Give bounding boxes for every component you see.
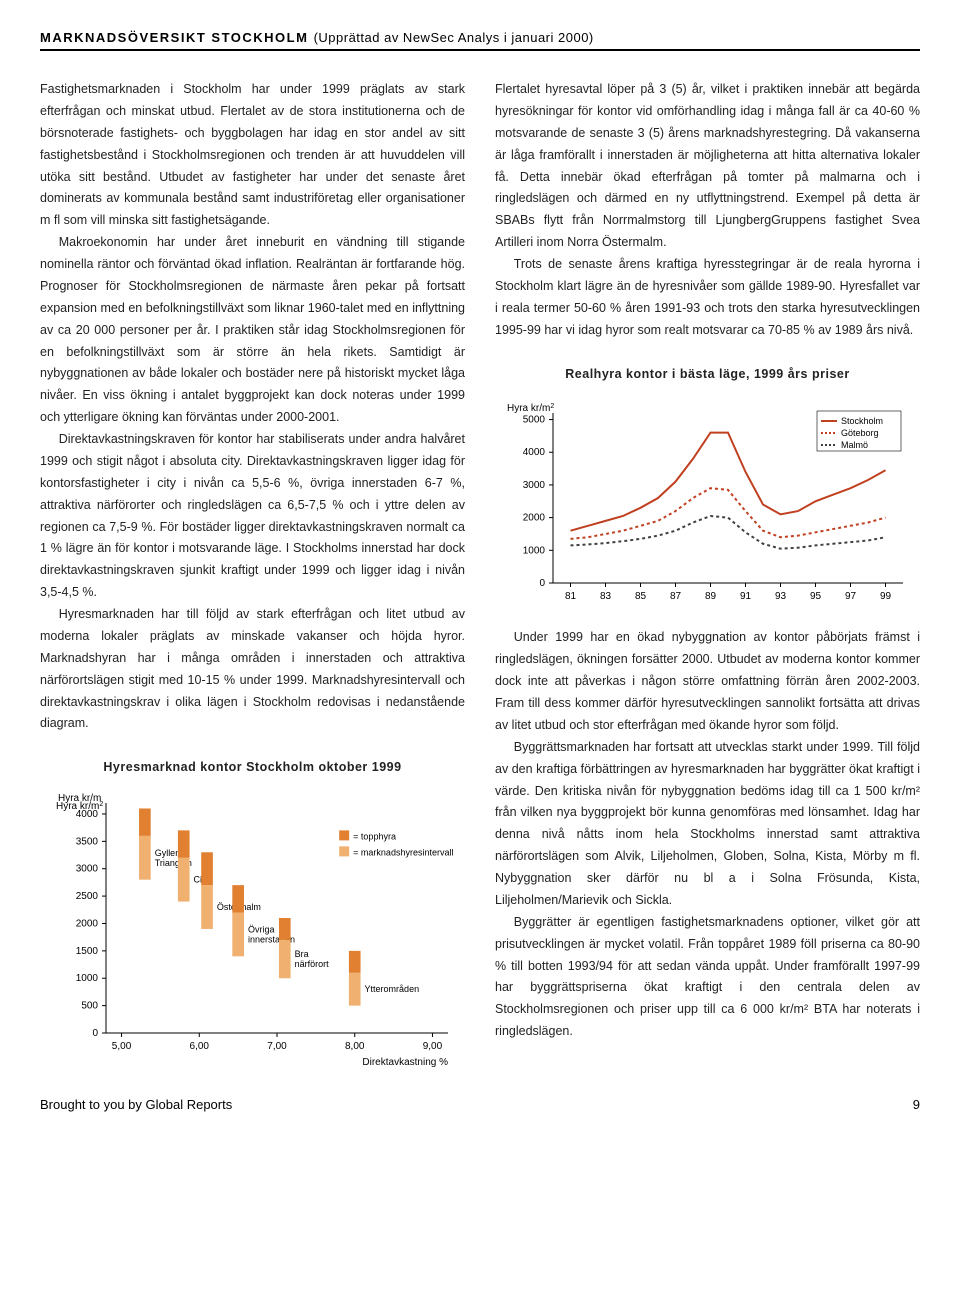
svg-text:9,00: 9,00 [422, 1041, 442, 1052]
svg-text:Stockholm: Stockholm [841, 416, 883, 426]
chart2-svg: Hyra kr/m2 0 1000 2000 3000 4000 5000 81 83 85 87 8… [503, 399, 913, 609]
svg-text:91: 91 [739, 591, 751, 602]
svg-text:= topphyra: = topphyra [353, 832, 396, 842]
svg-text:7,00: 7,00 [267, 1041, 287, 1052]
svg-text:Hyra kr/m2: Hyra kr/m2 [56, 801, 103, 813]
svg-text:1000: 1000 [75, 973, 98, 984]
svg-text:Bra: Bra [294, 949, 308, 959]
svg-text:87: 87 [669, 591, 681, 602]
header-subtitle: (Upprättad av NewSec Analys i januari 20… [314, 30, 594, 45]
svg-text:= marknadshyresintervall: = marknadshyresintervall [353, 848, 453, 858]
right-para-top-0: Flertalet hyresavtal löper på 3 (5) år, … [495, 79, 920, 254]
svg-text:85: 85 [634, 591, 646, 602]
left-para-2: Direktavkastningskraven för kontor har s… [40, 429, 465, 604]
chart2-title: Realhyra kontor i bästa läge, 1999 års p… [495, 364, 920, 386]
svg-text:4000: 4000 [522, 448, 545, 459]
footer: Brought to you by Global Reports 9 [40, 1097, 920, 1112]
chart1-title: Hyresmarknad kontor Stockholm oktober 19… [40, 757, 465, 779]
svg-text:500: 500 [81, 1001, 98, 1012]
svg-text:Ytterområden: Ytterområden [364, 984, 419, 994]
right-column: Flertalet hyresavtal löper på 3 (5) år, … [495, 79, 920, 1073]
main-columns: Fastighetsmarknaden i Stockholm har unde… [40, 79, 920, 1073]
svg-text:Övriga: Övriga [247, 925, 274, 935]
svg-text:5,00: 5,00 [111, 1041, 131, 1052]
svg-text:93: 93 [774, 591, 786, 602]
svg-text:1500: 1500 [75, 946, 98, 957]
svg-text:1000: 1000 [522, 546, 545, 557]
svg-text:5000: 5000 [522, 415, 545, 426]
svg-text:Hyra kr/m2: Hyra kr/m2 [507, 403, 554, 415]
left-column: Fastighetsmarknaden i Stockholm har unde… [40, 79, 465, 1073]
svg-text:6,00: 6,00 [189, 1041, 209, 1052]
left-para-3: Hyresmarknaden har till följd av stark e… [40, 604, 465, 735]
page-header: MARKNADSÖVERSIKT STOCKHOLM (Upprättad av… [40, 30, 920, 51]
svg-text:81: 81 [564, 591, 576, 602]
svg-text:3000: 3000 [522, 480, 545, 491]
right-para-bottom-1: Byggrättsmarknaden har fortsatt att utve… [495, 737, 920, 912]
chart1-svg: Hyra kr/m0500100015002000250030003500400… [48, 793, 458, 1073]
svg-text:8,00: 8,00 [344, 1041, 364, 1052]
svg-text:2500: 2500 [75, 891, 98, 902]
svg-text:2000: 2000 [522, 513, 545, 524]
svg-text:0: 0 [539, 578, 545, 589]
page-number: 9 [913, 1097, 920, 1112]
svg-text:Direktavkastning %: Direktavkastning % [362, 1057, 448, 1068]
footer-attribution: Brought to you by Global Reports [40, 1097, 232, 1112]
svg-text:2000: 2000 [75, 919, 98, 930]
right-para-bottom-2: Byggrätter är egentligen fastighetsmarkn… [495, 912, 920, 1043]
header-title: MARKNADSÖVERSIKT STOCKHOLM [40, 30, 308, 45]
svg-text:0: 0 [92, 1028, 98, 1039]
right-para-bottom-0: Under 1999 har en ökad nybyggnation av k… [495, 627, 920, 736]
left-para-0: Fastighetsmarknaden i Stockholm har unde… [40, 79, 465, 232]
svg-text:Göteborg: Göteborg [841, 428, 879, 438]
svg-text:närförort: närförort [294, 959, 329, 969]
right-para-top-1: Trots de senaste årens kraftiga hyresste… [495, 254, 920, 342]
svg-text:97: 97 [844, 591, 856, 602]
svg-text:95: 95 [809, 591, 821, 602]
left-para-1: Makroekonomin har under året inneburit e… [40, 232, 465, 429]
svg-text:83: 83 [599, 591, 611, 602]
chart1-section: Hyresmarknad kontor Stockholm oktober 19… [40, 757, 465, 1073]
svg-text:3500: 3500 [75, 836, 98, 847]
svg-text:89: 89 [704, 591, 716, 602]
chart2-section: Realhyra kontor i bästa läge, 1999 års p… [495, 364, 920, 610]
svg-text:3000: 3000 [75, 864, 98, 875]
svg-text:99: 99 [879, 591, 891, 602]
svg-text:Malmö: Malmö [841, 440, 868, 450]
